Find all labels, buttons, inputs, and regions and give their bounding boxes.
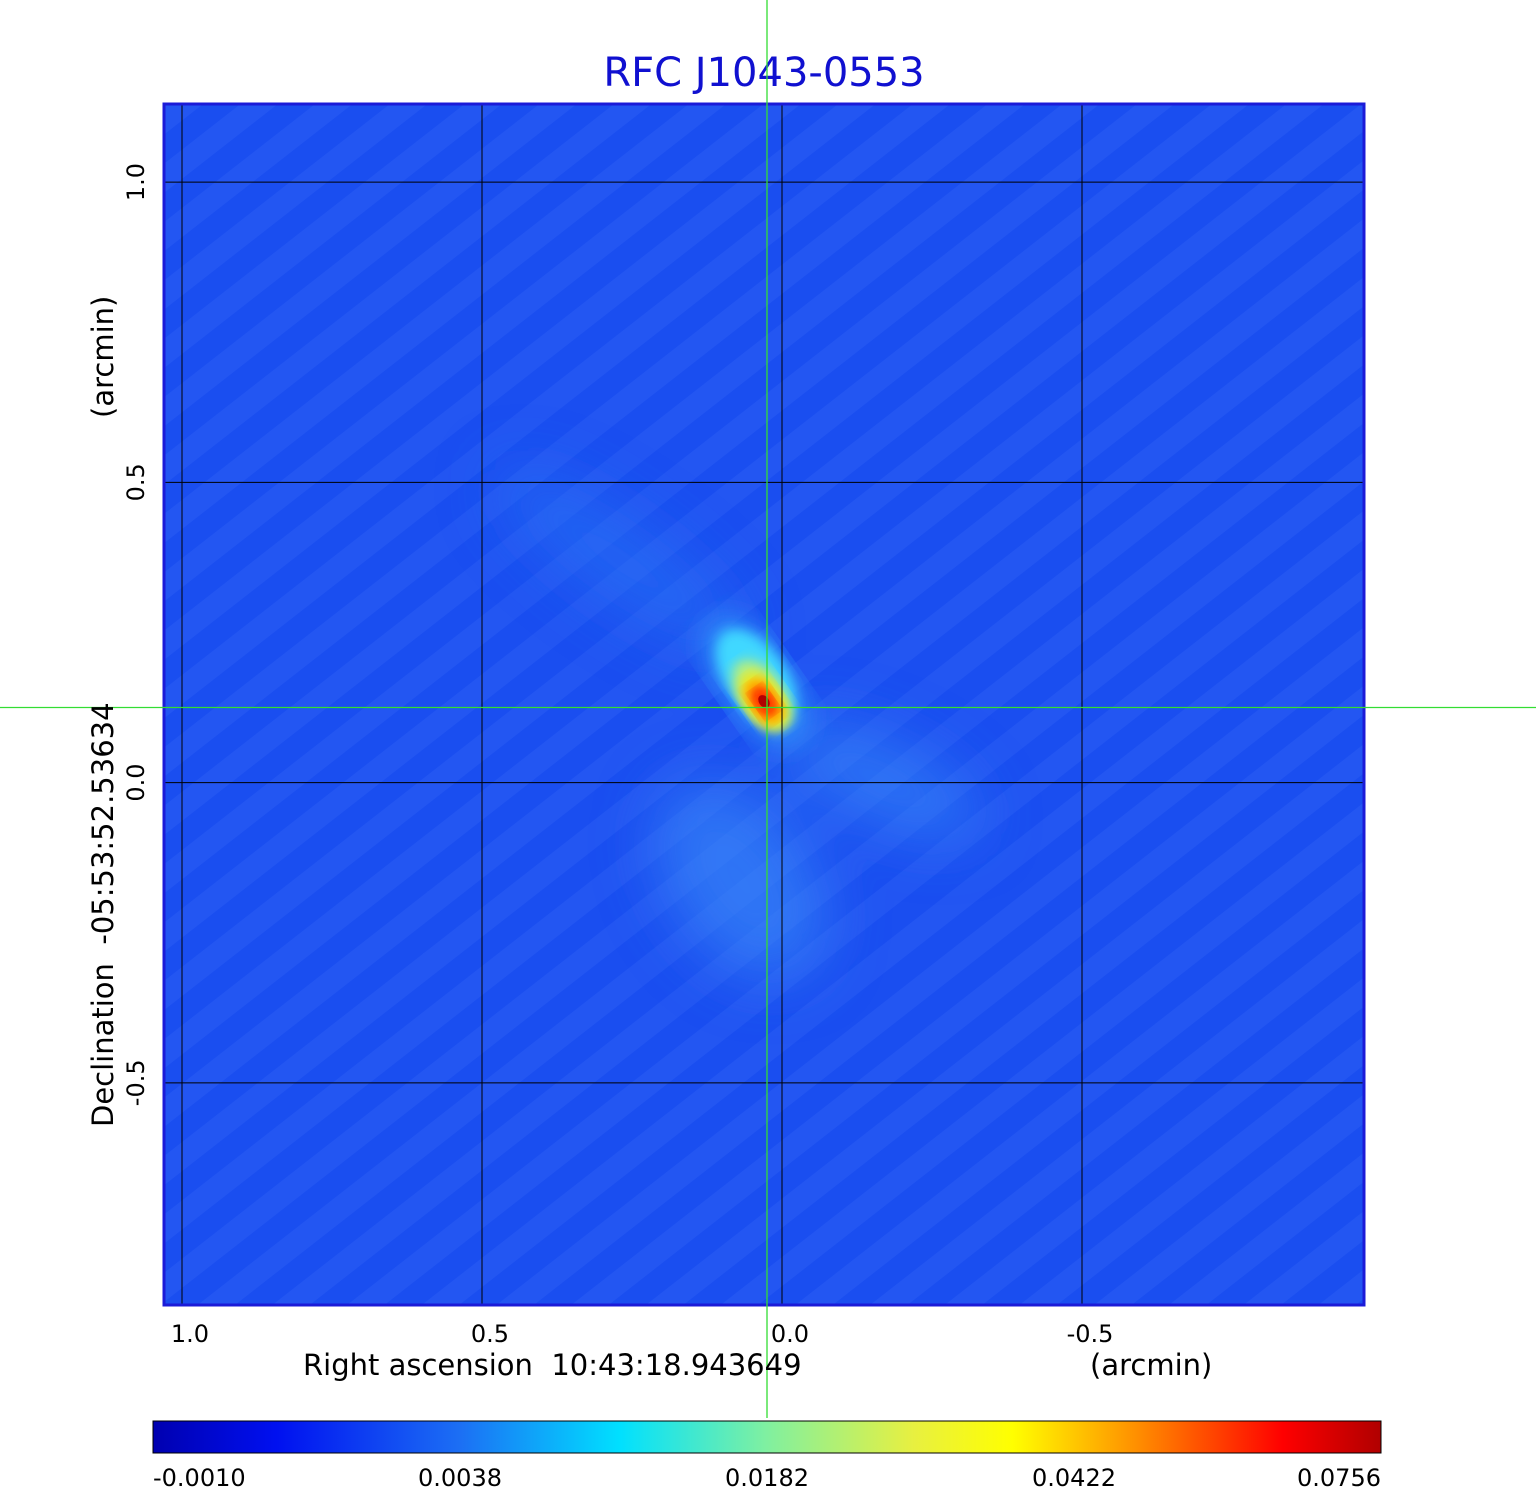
diffuse-emission: [495, 467, 982, 979]
x-tick-label: 1.0: [171, 1320, 209, 1348]
y-tick-labels: 1.0 0.5 0.0 -0.5: [122, 163, 150, 1106]
colorbar-label: -0.0010: [153, 1464, 246, 1492]
image-field: [164, 104, 1364, 1305]
colorbar-label: 0.0038: [418, 1464, 502, 1492]
source-blob: [703, 616, 809, 747]
grid-lines: [164, 104, 1364, 1305]
x-axis-label: Right ascension 10:43:18.943649: [303, 1348, 802, 1382]
y-tick-label: 0.0: [122, 763, 150, 801]
x-tick-label: 0.0: [771, 1320, 809, 1348]
x-axis-unit: (arcmin): [1090, 1348, 1212, 1382]
colorbar: [152, 1420, 1382, 1454]
y-tick-label: 1.0: [122, 163, 150, 201]
plot-frame: [162, 102, 1366, 1307]
chart-title: RFC J1043-0553: [603, 50, 924, 96]
y-axis-unit: (arcmin): [86, 296, 120, 418]
y-tick-label: 0.5: [122, 463, 150, 501]
y-axis-label: Declination -05:53:52.53634: [86, 702, 120, 1127]
crosshair: [0, 0, 1536, 1418]
colorbar-label: 0.0422: [1032, 1464, 1116, 1492]
x-tick-label: 0.5: [471, 1320, 509, 1348]
colorbar-label: 0.0756: [1297, 1464, 1381, 1492]
colorbar-label: 0.0182: [725, 1464, 809, 1492]
colorbar-labels: -0.0010 0.0038 0.0182 0.0422 0.0756: [153, 1464, 1381, 1492]
x-tick-label: -0.5: [1067, 1320, 1114, 1348]
y-tick-label: -0.5: [122, 1059, 150, 1106]
x-tick-labels: 1.0 0.5 0.0 -0.5: [171, 1320, 1114, 1348]
